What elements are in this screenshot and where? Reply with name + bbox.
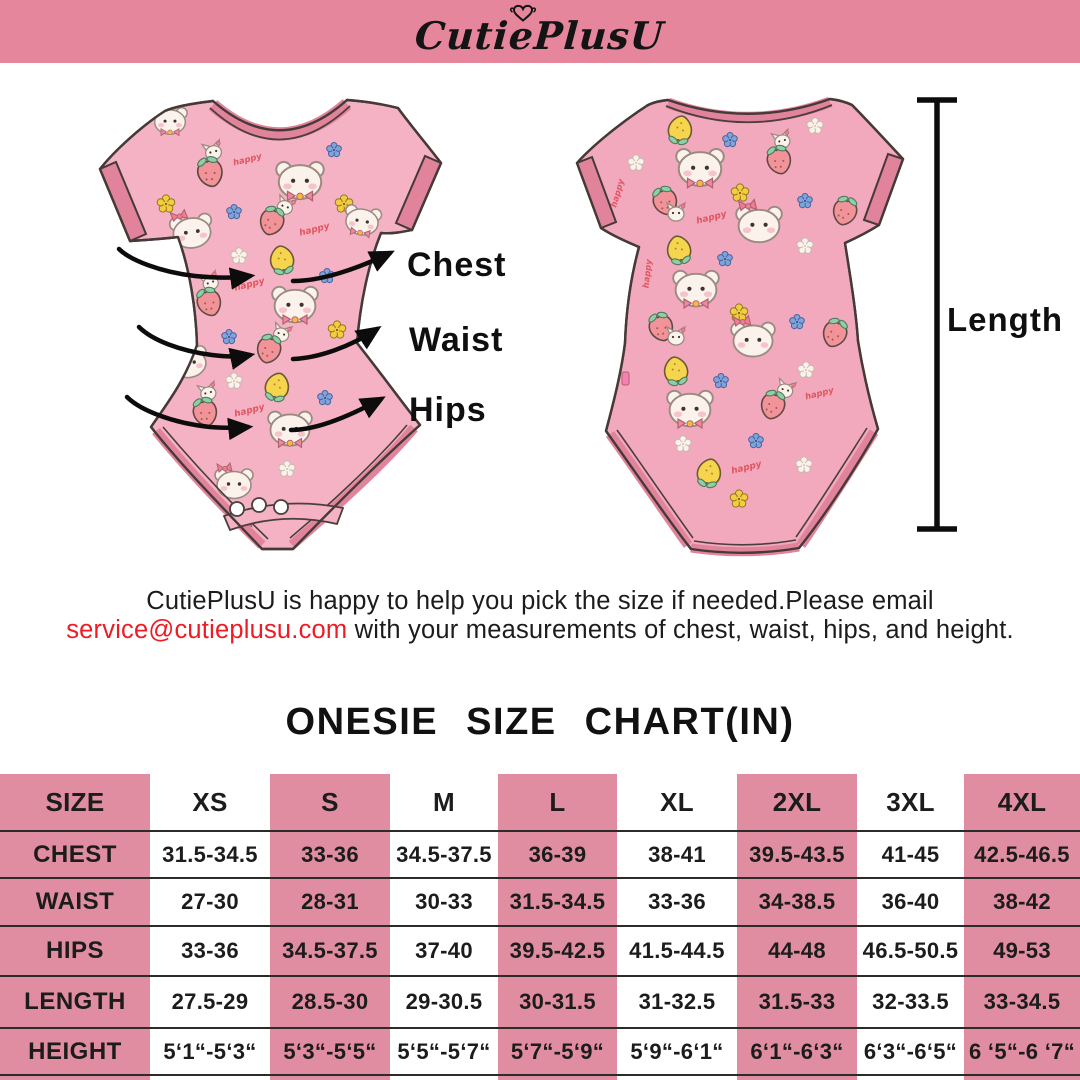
table-strip-cell — [737, 1074, 857, 1080]
table-cell: 5‘7“-5‘9“ — [498, 1027, 617, 1075]
column-header: 3XL — [886, 786, 935, 817]
table-cell: 33-36 — [617, 877, 737, 926]
snap-button — [251, 497, 267, 513]
table-header-row: SIZE XS S M L XL 2XL 3XL 4XL — [0, 774, 1080, 831]
front-onesie-illustration — [98, 98, 443, 551]
table-cell: 29-30.5 — [390, 975, 498, 1028]
column-header: 4XL — [997, 786, 1047, 817]
row-header: HIPS — [0, 925, 150, 976]
table-row: LENGTH 27.5-29 28.5-30 29-30.5 30-31.5 3… — [0, 975, 1080, 1028]
row-header: CHEST — [0, 830, 150, 878]
waist-measure-arrow — [136, 324, 382, 370]
snap-crotch-flap — [222, 497, 345, 532]
table-cell: 31-32.5 — [617, 975, 737, 1028]
length-dimension-line — [917, 97, 957, 532]
table-cell: 38-41 — [617, 830, 737, 878]
table-cell: 44-48 — [737, 925, 857, 976]
table-row: WAIST 27-30 28-31 30-33 31.5-34.5 33-36 … — [0, 877, 1080, 926]
table-cell: 41.5-44.5 — [617, 925, 737, 976]
column-header: M — [433, 786, 455, 817]
table-cell: 37-40 — [390, 925, 498, 976]
table-cell: 28.5-30 — [270, 975, 390, 1028]
table-cell: 34.5-37.5 — [270, 925, 390, 976]
note-line-1: CutiePlusU is happy to help you pick the… — [146, 587, 934, 615]
hips-measure-arrow — [124, 394, 386, 441]
column-header: S — [321, 786, 339, 817]
table-strip-cell — [617, 1074, 737, 1080]
column-header: L — [549, 786, 566, 817]
table-strip-cell — [150, 1074, 270, 1080]
table-cell: 30-33 — [390, 877, 498, 926]
table-strip-cell — [0, 1074, 150, 1080]
column-header: XL — [660, 786, 694, 817]
back-neckline-trim — [666, 96, 832, 123]
table-cell: 31.5-34.5 — [498, 877, 617, 926]
table-strip-cell — [857, 1074, 964, 1080]
note-line-2: service@cutieplusu.com with your measure… — [66, 616, 1014, 644]
side-tag — [621, 371, 630, 386]
onesie-measurement-diagram: happy — [98, 96, 957, 557]
row-header: WAIST — [0, 877, 150, 926]
back-onesie-illustration — [575, 96, 905, 557]
table-cell: 31.5-34.5 — [150, 830, 270, 878]
table-cell: 31.5-33 — [737, 975, 857, 1028]
brand-header-bar: CutiePlusU — [0, 0, 1080, 63]
size-chart-title: ONESIE SIZE CHART(IN) — [285, 701, 795, 743]
table-bottom-strip — [0, 1074, 1080, 1080]
table-cell: 32-33.5 — [857, 975, 964, 1028]
table-cell: 36-39 — [498, 830, 617, 878]
column-header: SIZE — [45, 786, 105, 817]
brand-logo: CutiePlusU — [0, 0, 1080, 63]
column-header: 2XL — [772, 786, 822, 817]
table-row: CHEST 31.5-34.5 33-36 34.5-37.5 36-39 38… — [0, 830, 1080, 878]
table-cell: 39.5-42.5 — [498, 925, 617, 976]
hips-label: Hips — [409, 391, 487, 429]
snap-button — [229, 501, 245, 517]
table-cell: 30-31.5 — [498, 975, 617, 1028]
sizing-help-note: CutiePlusU is happy to help you pick the… — [0, 587, 1080, 645]
table-row: HIPS 33-36 34.5-37.5 37-40 39.5-42.5 41.… — [0, 925, 1080, 976]
table-cell: 38-42 — [964, 877, 1080, 926]
row-header: LENGTH — [0, 975, 150, 1028]
front-neckline-trim — [208, 99, 352, 141]
chest-measure-arrow — [116, 246, 395, 290]
table-cell: 5‘3“-5‘5“ — [270, 1027, 390, 1075]
chest-label: Chest — [407, 246, 507, 284]
table-cell: 33-36 — [270, 830, 390, 878]
length-label: Length — [947, 301, 1063, 338]
table-cell: 49-53 — [964, 925, 1080, 976]
table-cell: 5‘5“-5‘7“ — [390, 1027, 498, 1075]
table-cell: 6‘3“-6‘5“ — [857, 1027, 964, 1075]
table-strip-cell — [270, 1074, 390, 1080]
table-strip-cell — [390, 1074, 498, 1080]
table-cell: 33-34.5 — [964, 975, 1080, 1028]
table-cell: 41-45 — [857, 830, 964, 878]
size-chart-table: SIZE XS S M L XL 2XL 3XL 4XL CHEST 31.5-… — [0, 774, 1080, 1080]
table-cell: 27-30 — [150, 877, 270, 926]
snap-button — [273, 499, 289, 515]
table-cell: 6 ‘5“-6 ‘7“ — [964, 1027, 1080, 1075]
table-row: HEIGHT 5‘1“-5‘3“ 5‘3“-5‘5“ 5‘5“-5‘7“ 5‘7… — [0, 1027, 1080, 1075]
table-cell: 5‘9“-6‘1“ — [617, 1027, 737, 1075]
table-cell: 33-36 — [150, 925, 270, 976]
waist-label: Waist — [409, 321, 504, 359]
table-cell: 42.5-46.5 — [964, 830, 1080, 878]
table-cell: 5‘1“-5‘3“ — [150, 1027, 270, 1075]
table-cell: 34.5-37.5 — [390, 830, 498, 878]
table-cell: 34-38.5 — [737, 877, 857, 926]
support-email: service@cutieplusu.com — [66, 616, 348, 644]
table-strip-cell — [498, 1074, 617, 1080]
table-cell: 27.5-29 — [150, 975, 270, 1028]
table-strip-cell — [964, 1074, 1080, 1080]
table-cell: 28-31 — [270, 877, 390, 926]
column-header: XS — [192, 786, 228, 817]
table-cell: 39.5-43.5 — [737, 830, 857, 878]
winged-heart-icon — [508, 2, 538, 31]
table-cell: 46.5-50.5 — [857, 925, 964, 976]
row-header: HEIGHT — [0, 1027, 150, 1075]
table-cell: 6‘1“-6‘3“ — [737, 1027, 857, 1075]
table-cell: 36-40 — [857, 877, 964, 926]
